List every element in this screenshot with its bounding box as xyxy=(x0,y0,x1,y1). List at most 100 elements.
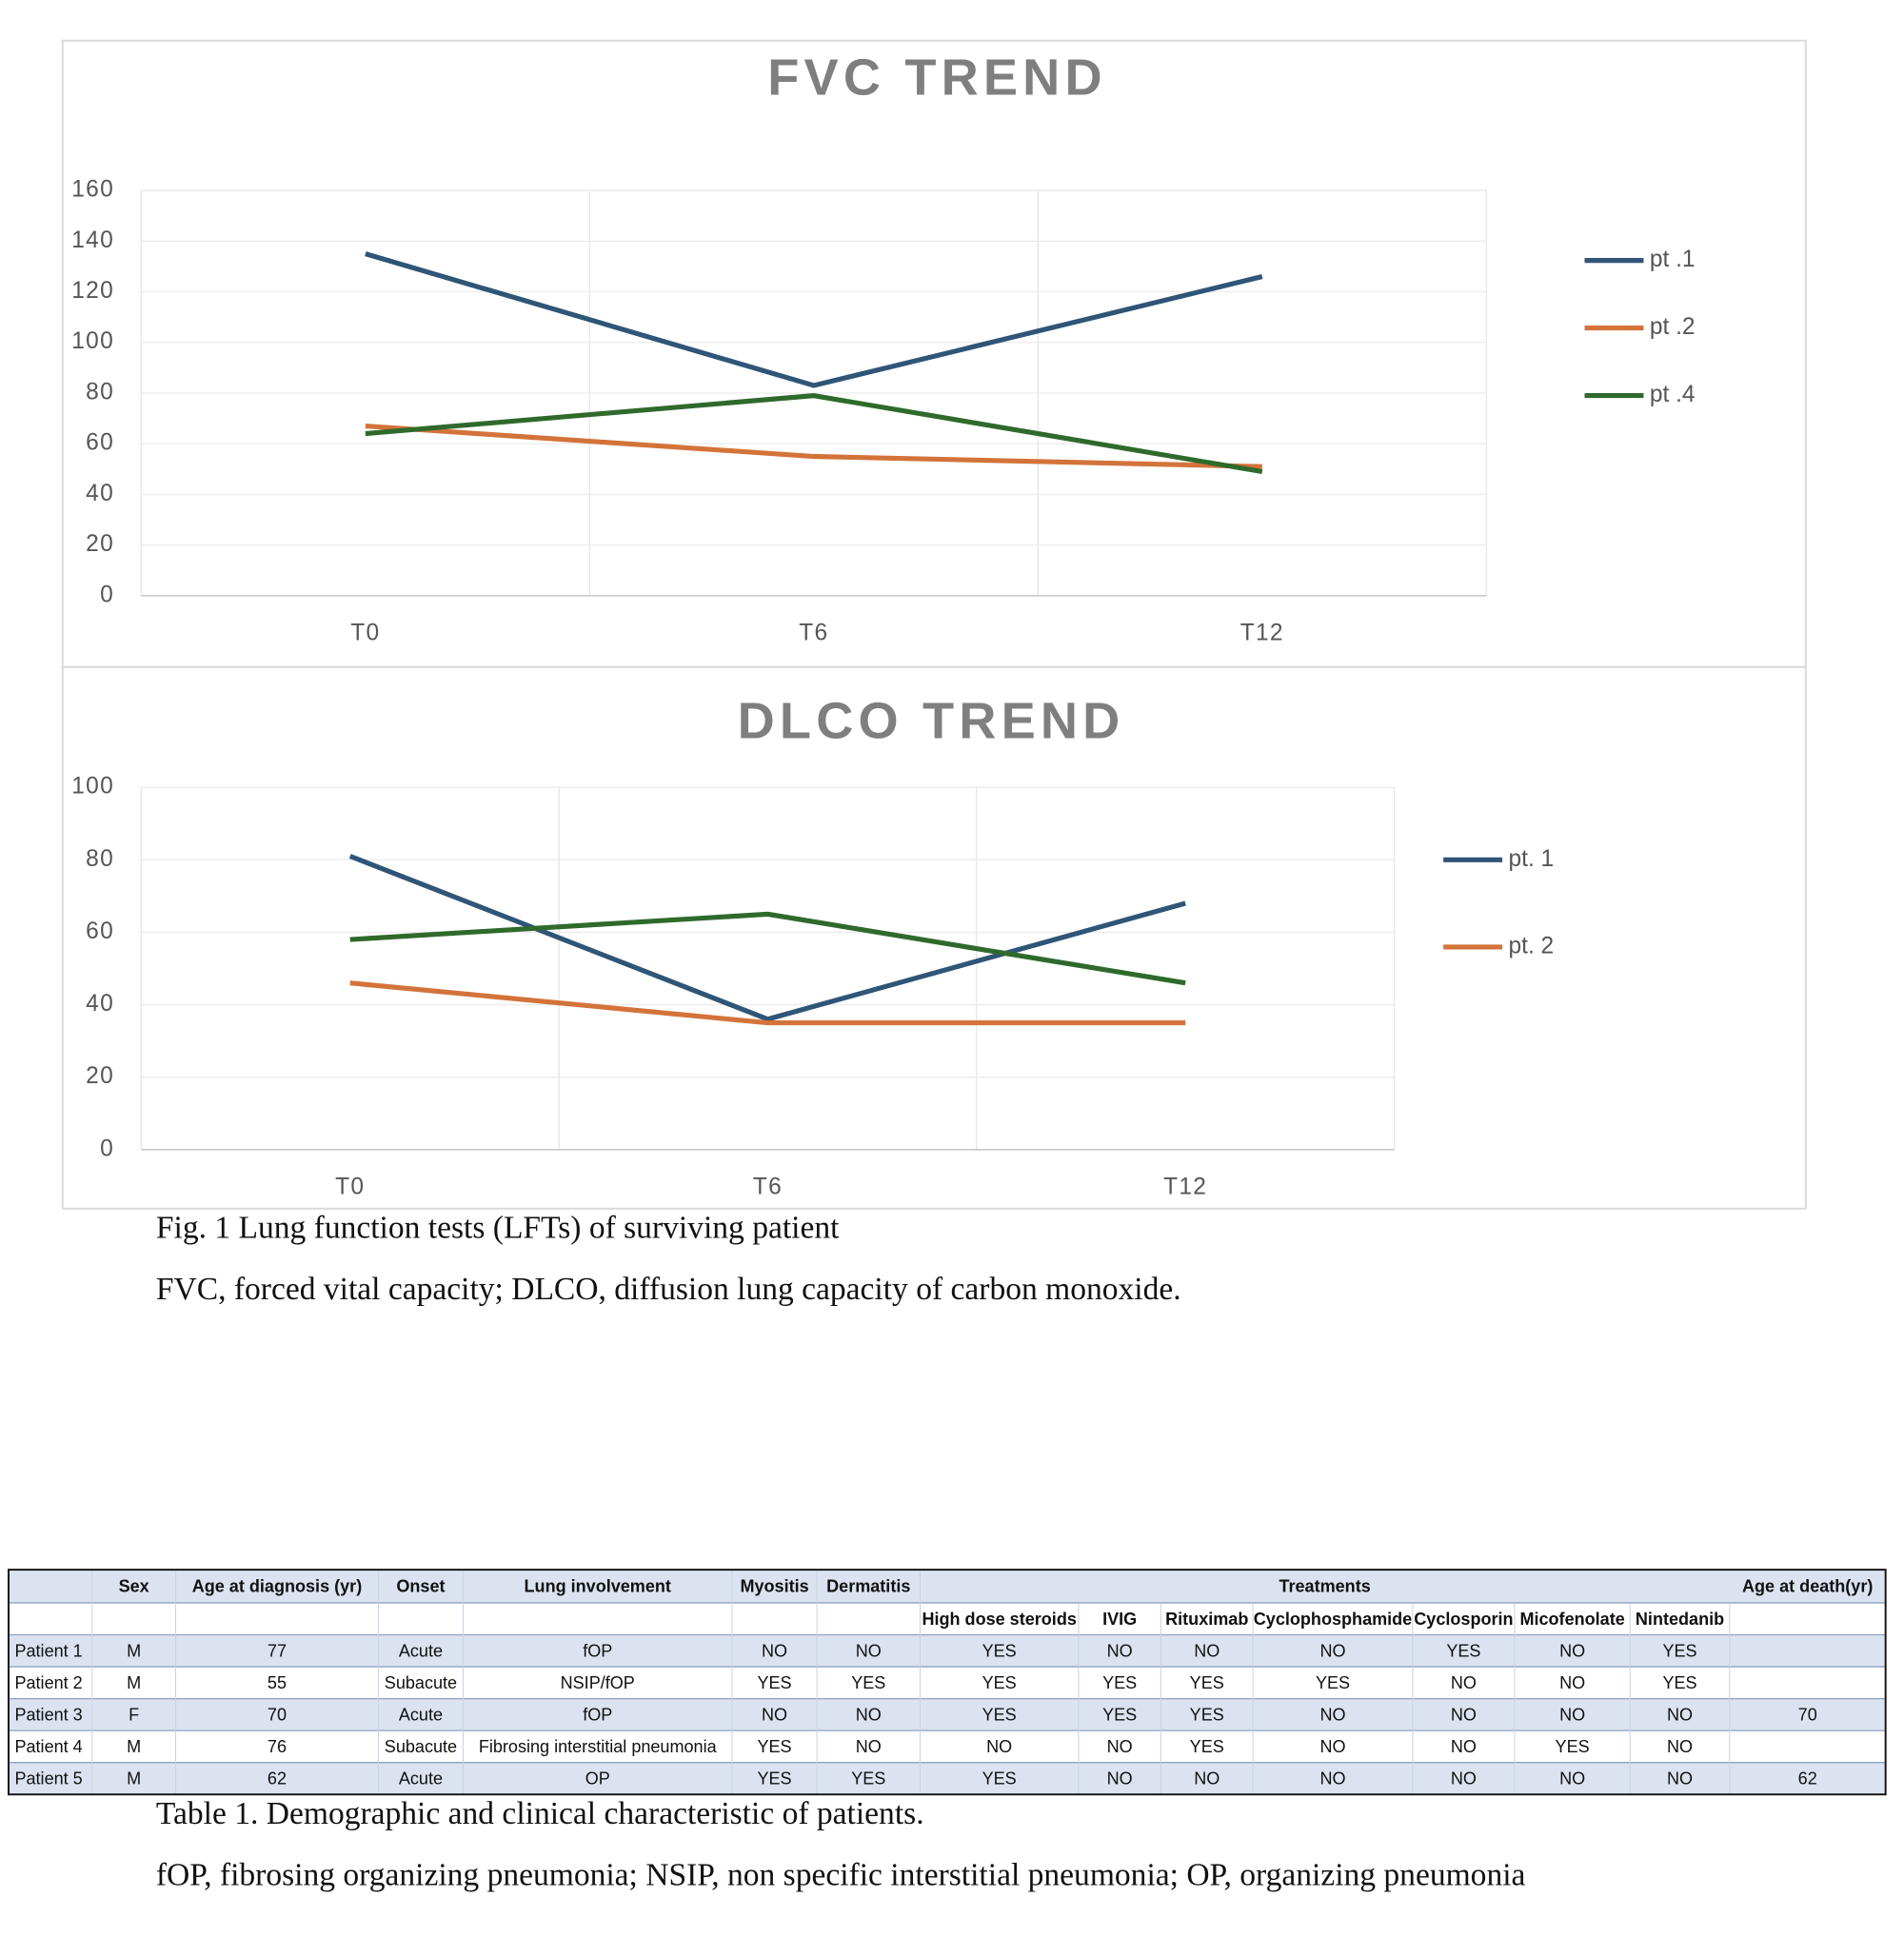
table-cell: YES xyxy=(1446,1641,1480,1660)
table-cell: YES xyxy=(982,1673,1017,1692)
x-tick-label: T12 xyxy=(1240,620,1284,645)
table-row-band xyxy=(9,1634,1886,1668)
table-cell: NO xyxy=(1319,1769,1345,1789)
table-cell: NO xyxy=(1451,1705,1477,1724)
y-tick-label: 120 xyxy=(71,278,114,304)
table-cell: NO xyxy=(856,1641,882,1660)
figure-caption: Fig. 1 Lung function tests (LFTs) of sur… xyxy=(156,1211,840,1246)
table-cell: NO xyxy=(1107,1641,1133,1660)
table-cell: NO xyxy=(1107,1769,1133,1789)
x-tick-label: T6 xyxy=(753,1174,783,1199)
y-tick-label: 0 xyxy=(100,1136,114,1161)
legend-label: pt .4 xyxy=(1650,382,1696,407)
table-cell: 55 xyxy=(268,1673,287,1692)
table-cell: NO xyxy=(1319,1705,1345,1724)
legend-label: pt .2 xyxy=(1650,314,1696,340)
table-subheader: Cyclosporin xyxy=(1414,1610,1513,1629)
legend-label: pt. 2 xyxy=(1509,933,1555,959)
table-cell: YES xyxy=(1662,1641,1696,1660)
table-cell: YES xyxy=(1190,1673,1224,1692)
table-header: Myositis xyxy=(740,1577,808,1596)
table-cell: NO xyxy=(986,1737,1012,1756)
table-cell: YES xyxy=(1102,1705,1137,1724)
table-cell: NO xyxy=(1559,1641,1585,1660)
table-header: Dermatitis xyxy=(826,1577,910,1596)
table-header: Age at death(yr) xyxy=(1742,1577,1873,1596)
y-tick-label: 20 xyxy=(86,531,114,557)
table-cell: Subacute xyxy=(385,1673,457,1692)
table-subheader: Micofenolate xyxy=(1519,1610,1624,1629)
table-cell: 62 xyxy=(1798,1769,1817,1789)
table-cell: YES xyxy=(1556,1737,1590,1756)
table-cell: YES xyxy=(851,1769,885,1789)
table-cell: NO xyxy=(1667,1737,1693,1756)
table-cell: fOP xyxy=(583,1705,612,1724)
table-cell: Acute xyxy=(399,1641,443,1660)
table-header: Sex xyxy=(119,1577,149,1596)
y-tick-label: 80 xyxy=(86,846,114,872)
chart-title: DLCO TREND xyxy=(738,693,1125,750)
x-tick-label: T0 xyxy=(350,620,380,645)
table-border xyxy=(8,1569,1887,1796)
table-cell: NO xyxy=(1194,1769,1220,1789)
table-cell: 62 xyxy=(268,1769,287,1789)
table-cell: NO xyxy=(1559,1673,1585,1692)
table-cell: M xyxy=(127,1769,141,1789)
y-tick-label: 60 xyxy=(86,430,114,456)
table-cell: NO xyxy=(1319,1737,1345,1756)
legend-label: pt .1 xyxy=(1650,247,1696,272)
row-label: Patient 2 xyxy=(14,1673,82,1692)
table-cell: YES xyxy=(1190,1705,1224,1724)
y-tick-label: 40 xyxy=(86,991,114,1017)
table-cell: YES xyxy=(982,1769,1017,1789)
table-cell: NO xyxy=(762,1705,787,1724)
table-cell: NO xyxy=(1559,1705,1585,1724)
table-header: Age at diagnosis (yr) xyxy=(192,1577,363,1596)
row-label: Patient 5 xyxy=(14,1769,82,1789)
table-cell: 70 xyxy=(1798,1705,1817,1724)
table-cell: 70 xyxy=(268,1705,287,1724)
y-tick-label: 80 xyxy=(86,379,114,405)
table-note: fOP, fibrosing organizing pneumonia; NSI… xyxy=(156,1858,1526,1893)
table-cell: YES xyxy=(851,1673,885,1692)
table-cell: YES xyxy=(982,1641,1017,1660)
y-tick-label: 20 xyxy=(86,1063,114,1089)
table-cell: YES xyxy=(757,1673,791,1692)
figure-note: FVC, forced vital capacity; DLCO, diffus… xyxy=(156,1272,1181,1307)
y-tick-label: 60 xyxy=(86,919,114,944)
series-line xyxy=(365,424,1262,469)
table-header: Treatments xyxy=(1279,1577,1370,1596)
table-cell: NO xyxy=(856,1737,882,1756)
table-cell: YES xyxy=(1316,1673,1350,1692)
x-tick-label: T12 xyxy=(1163,1174,1207,1199)
table-caption: Table 1. Demographic and clinical charac… xyxy=(156,1796,924,1831)
table-cell: NO xyxy=(1559,1769,1585,1789)
series-line xyxy=(349,911,1186,986)
table-cell: NO xyxy=(1451,1737,1477,1756)
table-cell: OP xyxy=(585,1769,610,1789)
table-cell: NO xyxy=(1667,1705,1693,1724)
table-subheader: Rituximab xyxy=(1165,1610,1248,1629)
table-cell: M xyxy=(127,1641,141,1660)
table-subheader: Nintedanib xyxy=(1636,1610,1724,1629)
table-cell: fOP xyxy=(583,1641,612,1660)
y-tick-label: 0 xyxy=(100,582,114,607)
row-label: Patient 4 xyxy=(14,1737,82,1756)
x-tick-label: T0 xyxy=(335,1174,365,1199)
row-label: Patient 3 xyxy=(14,1705,82,1724)
table-cell: 77 xyxy=(268,1641,287,1660)
table-cell: Acute xyxy=(399,1769,443,1789)
y-tick-label: 140 xyxy=(71,227,114,253)
table-cell: YES xyxy=(1190,1737,1224,1756)
table-cell: 76 xyxy=(268,1737,287,1756)
table-cell: NO xyxy=(1451,1673,1477,1692)
table-header: Onset xyxy=(396,1577,445,1596)
table-subheader: Cyclophosphamide xyxy=(1254,1610,1412,1629)
y-tick-label: 100 xyxy=(71,774,114,800)
table-subheader: High dose steroids xyxy=(922,1610,1076,1629)
table-cell: F xyxy=(129,1705,139,1724)
table-cell: NO xyxy=(856,1705,882,1724)
table-row-band xyxy=(9,1762,1886,1795)
table-cell: YES xyxy=(757,1737,791,1756)
